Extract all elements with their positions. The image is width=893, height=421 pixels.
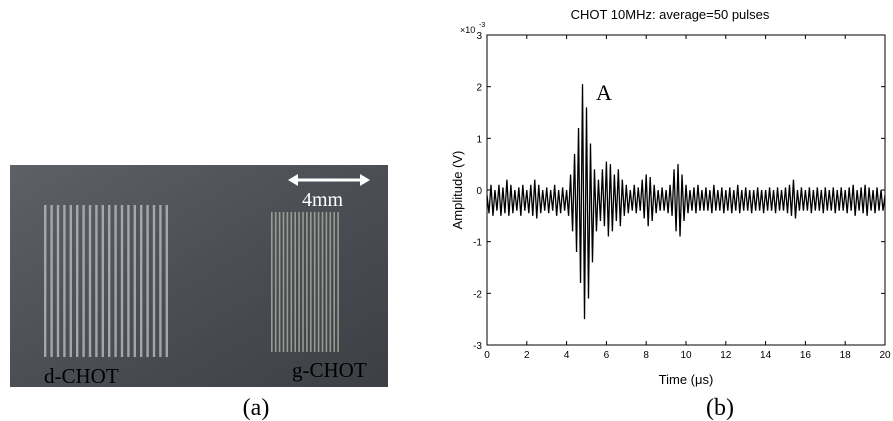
x-tick-label: 12 <box>720 350 732 361</box>
grating-line <box>310 212 312 352</box>
grating-line <box>282 212 285 352</box>
grating-line <box>302 212 304 352</box>
x-tick-label: 20 <box>879 350 891 361</box>
grating-line <box>298 212 300 352</box>
y-tick-label: -1 <box>473 238 482 249</box>
photo <box>10 165 388 387</box>
caption: (b) <box>706 395 734 421</box>
grating-line <box>114 205 117 357</box>
annotation: A <box>596 80 612 105</box>
y-multiplier-exponent: -3 <box>479 22 485 29</box>
waveform <box>486 84 886 320</box>
grating-line <box>290 212 293 352</box>
grating-line <box>274 212 277 352</box>
grating-line <box>56 205 60 357</box>
grating-line <box>294 212 296 352</box>
x-tick-label: 4 <box>564 350 570 361</box>
grating-line <box>44 205 47 357</box>
photo-label: d-CHOT <box>44 364 119 388</box>
grating-line <box>271 212 273 352</box>
y-tick-label: 0 <box>476 186 482 197</box>
grating-line <box>69 205 72 357</box>
y-multiplier: ×10 <box>460 25 475 35</box>
grating-line <box>165 205 168 357</box>
grating-line <box>286 212 289 352</box>
y-tick-label: 1 <box>476 134 482 145</box>
grating-line <box>146 205 149 357</box>
caption: (a) <box>243 395 270 421</box>
grating-line <box>76 205 79 357</box>
x-tick-label: 14 <box>760 350 772 361</box>
arrow-head <box>360 174 370 186</box>
x-tick-label: 2 <box>524 350 530 361</box>
x-tick-label: 8 <box>643 350 649 361</box>
x-tick-label: 16 <box>800 350 812 361</box>
grating-line <box>101 205 104 357</box>
grating-line <box>325 212 328 352</box>
grating-line <box>337 212 339 352</box>
grating-line <box>50 205 53 357</box>
grating-line <box>313 212 316 352</box>
x-axis-label: Time (μs) <box>659 372 714 387</box>
grating-line <box>152 205 156 357</box>
grating-line <box>88 205 92 357</box>
x-tick-label: 10 <box>680 350 692 361</box>
y-axis-label: Amplitude (V) <box>450 151 465 230</box>
grating-line <box>306 212 308 352</box>
grating-line <box>120 205 124 357</box>
grating-line <box>329 212 332 352</box>
grating-line <box>159 205 162 357</box>
y-tick-label: 2 <box>476 83 482 94</box>
grating-line <box>95 205 98 357</box>
grating-line <box>317 212 320 352</box>
grating-line <box>127 205 130 357</box>
grating-line <box>278 212 281 352</box>
x-tick-label: 6 <box>604 350 610 361</box>
grating-line <box>321 212 324 352</box>
photo-label: g-CHOT <box>292 358 367 382</box>
grating-line <box>82 205 85 357</box>
grating-line <box>63 205 66 357</box>
grating-line <box>108 205 111 357</box>
grating-line <box>133 205 136 357</box>
x-tick-label: 18 <box>840 350 852 361</box>
arrow-head <box>288 174 298 186</box>
y-tick-label: 3 <box>476 31 482 42</box>
scale-label: 4mm <box>302 189 344 211</box>
y-tick-label: -2 <box>473 289 482 300</box>
x-tick-label: 0 <box>484 350 490 361</box>
grating-line <box>140 205 143 357</box>
gratings <box>44 205 339 357</box>
grating-line <box>333 212 335 352</box>
chart-title: CHOT 10MHz: average=50 pulses <box>571 7 770 22</box>
y-tick-label: -3 <box>473 341 482 352</box>
